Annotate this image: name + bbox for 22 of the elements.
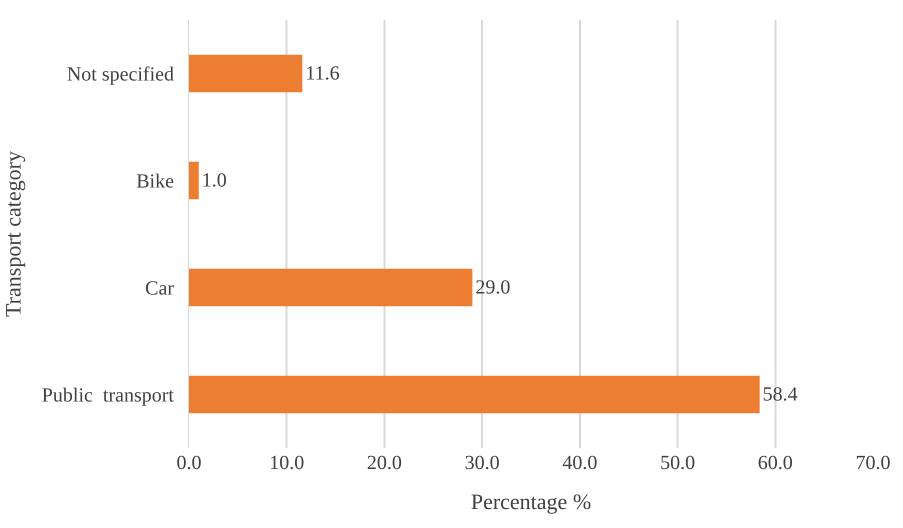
y-tick-label: Public transport: [42, 384, 174, 406]
bar: [189, 54, 302, 92]
y-tick-label: Not specified: [66, 64, 174, 86]
y-axis-title: Transport category: [0, 151, 26, 317]
bar: [189, 376, 760, 414]
x-tick-label: 50.0: [660, 452, 696, 474]
y-tick-label: Bike: [136, 170, 174, 192]
x-tick-label: 20.0: [366, 452, 402, 474]
x-tick-label: 10.0: [269, 452, 304, 474]
bar: [189, 162, 199, 200]
data-label: 1.0: [202, 169, 227, 192]
bar: [189, 268, 472, 306]
x-tick-label: 30.0: [464, 452, 500, 474]
data-label: 58.4: [762, 384, 798, 406]
x-tick-label: 40.0: [562, 452, 598, 474]
x-tick-label: 70.0: [856, 452, 890, 474]
data-label: 11.6: [305, 62, 340, 84]
x-tick-label: 0.0: [176, 452, 202, 474]
data-label: 29.0: [475, 276, 510, 299]
y-tick-label: Car: [145, 278, 174, 300]
x-axis-title: Percentage %: [470, 488, 592, 514]
x-tick-label: 60.0: [758, 452, 793, 474]
